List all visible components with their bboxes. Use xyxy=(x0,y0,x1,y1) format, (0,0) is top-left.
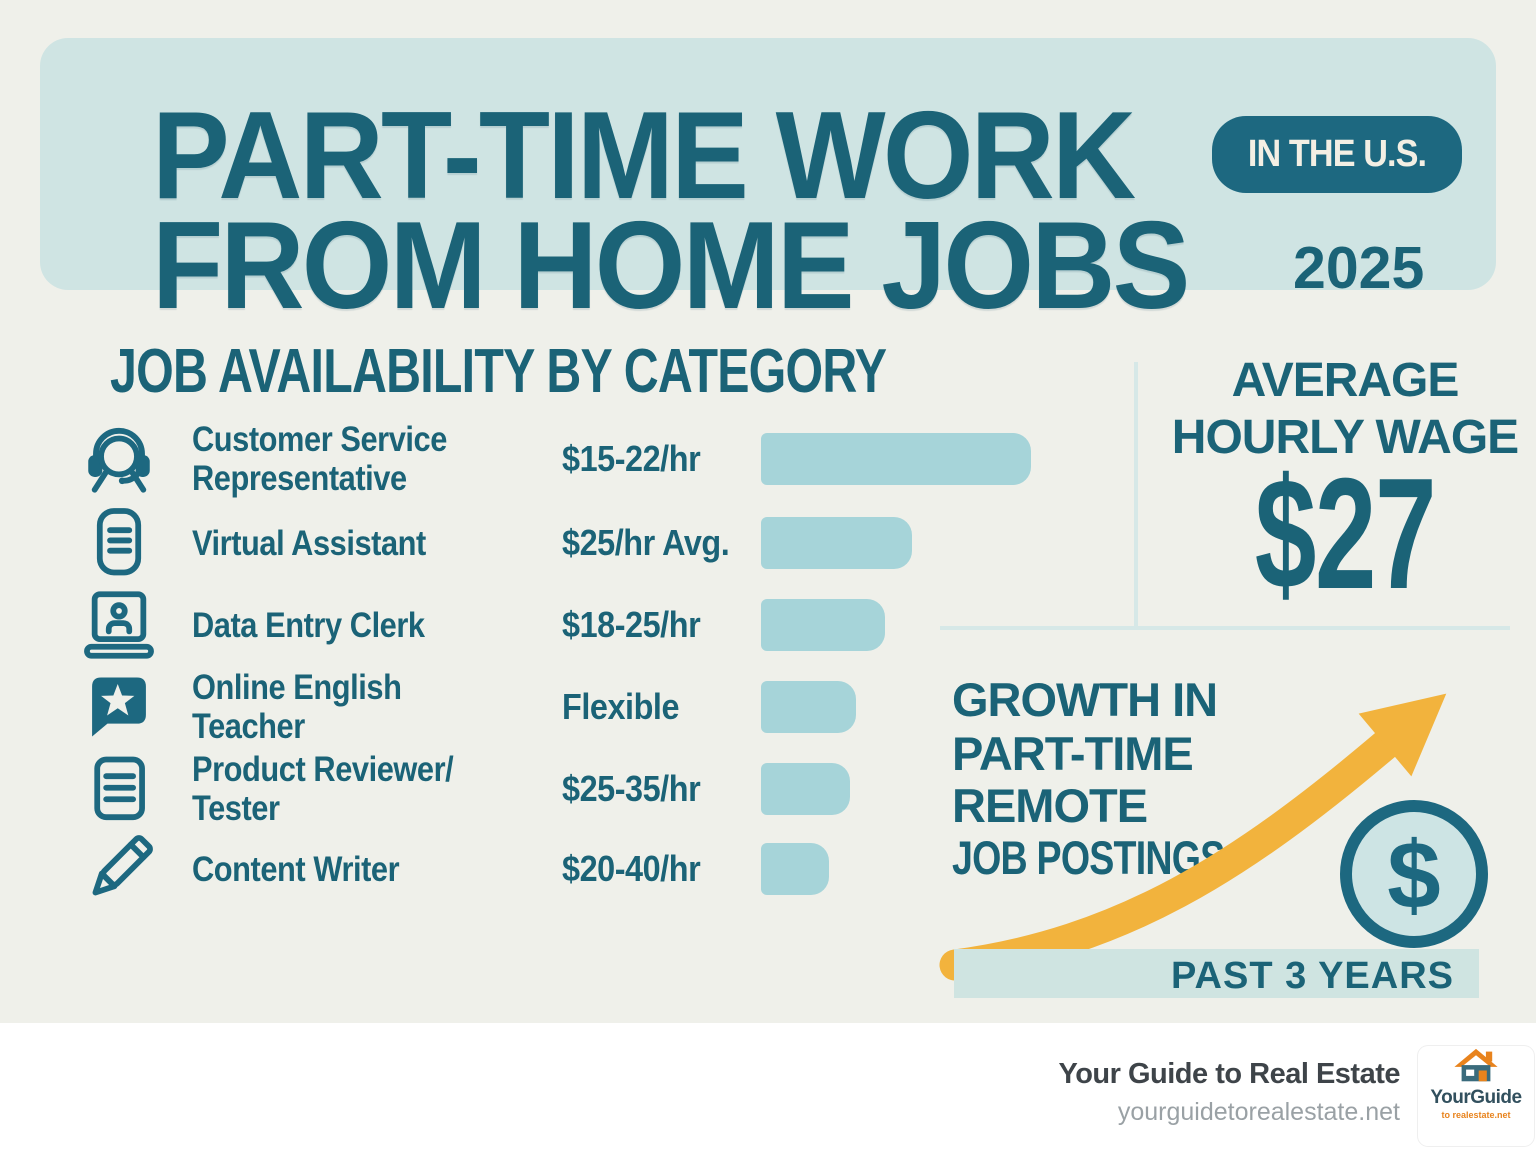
job-label: Online English Teacher xyxy=(192,668,402,746)
brand-name: Your Guide to Real Estate xyxy=(1058,1058,1401,1090)
header-banner: PART-TIME WORK FROM HOME JOBS IN THE U.S… xyxy=(40,38,1496,328)
growth-caption-line3: REMOTE xyxy=(952,779,1148,832)
availability-bar xyxy=(761,517,912,569)
pencil-icon xyxy=(76,827,162,911)
us-badge-label: IN THE U.S. xyxy=(1247,133,1427,175)
job-label: Product Reviewer/ Tester xyxy=(192,750,454,828)
horizontal-divider xyxy=(940,626,1510,630)
chat-star-icon xyxy=(76,665,162,749)
page-title-line2: FROM HOME JOBS xyxy=(152,197,1190,335)
job-wage: $25/hr Avg. xyxy=(562,522,730,563)
job-wage: $20-40/hr xyxy=(562,848,701,889)
availability-bar xyxy=(761,843,829,895)
brand-block: Your Guide to Real Estate yourguidetorea… xyxy=(900,1058,1401,1127)
availability-heading: JOB AVAILABILITY BY CATEGORY xyxy=(110,337,887,406)
average-wage-line1: AVERAGE xyxy=(1231,354,1460,407)
job-row-product-reviewer: Product Reviewer/ Tester $25-35/hr xyxy=(76,747,1056,831)
us-badge: IN THE U.S. xyxy=(1212,116,1462,193)
notepad-icon xyxy=(76,501,162,585)
availability-bar xyxy=(761,599,885,651)
logo-title: YourGuide xyxy=(1430,1087,1522,1108)
job-row-virtual-assistant: Virtual Assistant $25/hr Avg. xyxy=(76,501,1056,585)
growth-caption-line2: PART-TIME xyxy=(952,727,1194,780)
dollar-circle-icon: $ xyxy=(1340,800,1488,948)
period-strip xyxy=(954,949,1479,998)
job-label: Customer Service Representative xyxy=(192,420,447,498)
job-label: Virtual Assistant xyxy=(192,523,426,563)
page-title-line1: PART-TIME WORK xyxy=(152,87,1136,225)
laptop-user-icon xyxy=(76,583,162,667)
headset-agent-icon xyxy=(76,417,162,501)
growth-caption-line4: JOB POSTINGS xyxy=(952,831,1225,884)
availability-bar xyxy=(761,433,1031,485)
job-row-english-teacher: Online English Teacher Flexible xyxy=(76,665,1056,749)
period-label: PAST 3 YEARS xyxy=(1171,955,1455,997)
svg-text:$: $ xyxy=(1387,822,1440,929)
logo-subtitle: to realestate.net xyxy=(1441,1110,1511,1120)
average-wage-line2: HOURLY WAGE xyxy=(1171,411,1519,464)
vertical-divider xyxy=(1134,362,1138,626)
job-wage: $15-22/hr xyxy=(562,438,701,479)
footer: Your Guide to Real Estate yourguidetorea… xyxy=(0,1023,1536,1154)
job-wage: Flexible xyxy=(562,686,680,727)
document-icon xyxy=(76,747,162,831)
job-row-content-writer: Content Writer $20-40/hr xyxy=(76,827,1056,911)
job-label: Data Entry Clerk xyxy=(192,605,425,645)
availability-bar xyxy=(761,763,850,815)
year-label: 2025 xyxy=(1293,235,1425,301)
job-row-customer-service: Customer Service Representative $15-22/h… xyxy=(76,417,1056,501)
job-wage: $25-35/hr xyxy=(562,768,701,809)
average-wage-value: $27 xyxy=(1254,446,1437,622)
growth-caption-line1: GROWTH IN xyxy=(952,673,1218,726)
job-wage: $18-25/hr xyxy=(562,604,701,645)
job-row-data-entry: Data Entry Clerk $18-25/hr xyxy=(76,583,1056,667)
average-wage-label: AVERAGE HOURLY WAGE xyxy=(1145,352,1536,466)
availability-bar xyxy=(761,681,856,733)
job-label: Content Writer xyxy=(192,849,400,889)
logo-house-icon xyxy=(1454,1048,1498,1082)
brand-website: yourguidetorealestate.net xyxy=(1117,1098,1400,1126)
brand-logo: YourGuide to realestate.net xyxy=(1418,1046,1534,1146)
